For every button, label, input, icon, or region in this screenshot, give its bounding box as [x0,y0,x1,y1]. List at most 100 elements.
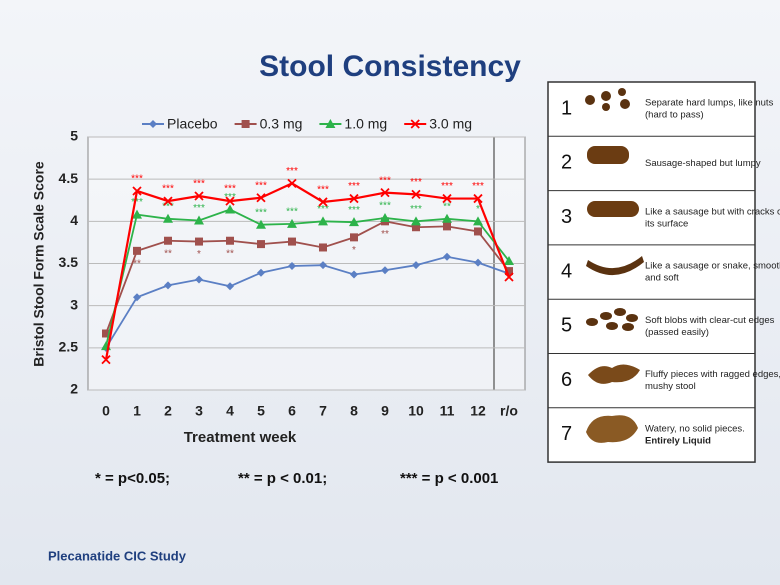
marker [349,193,359,204]
slide-title: Stool Consistency [259,50,521,83]
scale-description: Like a sausage or snake, smooth [645,261,780,272]
series-line [105,220,510,334]
marker [164,281,172,290]
scale-number: 1 [561,97,572,119]
scale-description: its surface [645,218,688,229]
legend-label: 1.0 mg [344,116,387,132]
significance-label: ** [133,258,141,269]
footnote: *** = p < 0.001 [400,470,498,487]
marker [132,209,142,219]
significance-label: *** [472,181,484,192]
y-tick-label: 4.5 [59,170,79,186]
stool-icon [585,95,595,105]
legend-label: 3.0 mg [429,116,472,132]
marker [194,215,204,225]
y-tick-label: 4 [70,212,78,228]
significance-label: * [476,204,480,215]
marker [132,186,142,196]
scale-number: 5 [561,315,572,337]
significance-label: *** [286,207,298,218]
marker [133,293,141,302]
marker [287,218,297,228]
marker [443,222,451,231]
significance-label: *** [348,205,360,216]
x-tick-label: 0 [102,403,110,419]
x-tick-label: 6 [288,403,296,419]
scale-number: 6 [561,369,572,391]
marker [163,196,173,206]
stool-icon [622,323,634,331]
footer: Plecanatide CIC Study [48,548,187,563]
marker [474,258,482,267]
significance-label: ** [443,201,451,212]
scale-description: Like a sausage but with cracks on [645,206,780,217]
significance-label: *** [410,204,422,215]
stool-icon [587,201,639,217]
significance-label: *** [131,174,143,185]
x-tick-label: 3 [195,403,203,419]
marker [241,120,250,128]
scale-description: Entirely Liquid [645,435,711,446]
significance-label: *** [379,201,391,212]
marker [381,266,389,275]
marker [163,213,173,223]
significance-label: *** [317,185,329,196]
scale-description: and soft [645,273,679,284]
marker [149,120,157,128]
stool-icon [626,314,638,322]
significance-label: *** [255,207,267,218]
marker [288,262,296,271]
significance-label: ** [226,248,234,259]
significance-label: *** [441,181,453,192]
marker [504,255,514,265]
marker [505,267,513,276]
marker [318,197,328,207]
scale-number: 2 [561,152,572,174]
stool-icon [588,364,640,384]
marker [412,261,420,270]
y-tick-label: 3.5 [59,254,79,270]
significance-label: *** [410,177,422,188]
significance-label: *** [255,180,267,191]
marker [442,213,452,223]
scale-description: Separate hard lumps, like nuts [645,98,774,109]
x-tick-label: 1 [133,403,141,419]
marker [102,329,110,338]
marker [319,243,327,252]
stool-icon [601,91,611,101]
marker [411,189,421,199]
x-tick-label: 5 [257,403,265,419]
x-tick-label: 2 [164,403,172,419]
marker [350,270,358,279]
scale-description: Soft blobs with clear-cut edges [645,315,775,326]
significance-label: *** [193,203,205,214]
series-line [105,255,510,349]
significance-label: *** [348,181,360,192]
marker [504,272,514,282]
significance-label: *** [162,184,174,195]
significance-label: *** [224,184,236,195]
stool-icon [586,318,598,326]
marker [133,246,141,255]
y-tick-label: 3 [70,296,78,312]
marker [410,119,420,129]
marker [443,252,451,261]
marker [257,268,265,277]
series-line [105,208,510,347]
stool-icon [606,322,618,330]
significance-label: *** [193,179,205,190]
scale-description: Sausage-shaped but lumpy [645,158,761,169]
marker [225,204,235,214]
footnote: * = p<0.05; [95,470,170,487]
x-tick-label: 12 [470,403,486,419]
x-tick-label: 11 [440,403,455,419]
series-line [104,182,511,360]
marker [256,219,266,229]
stool-icon [614,308,626,316]
marker [256,193,266,203]
marker [195,237,203,246]
y-tick-label: 2.5 [59,339,79,355]
scale-number: 4 [561,260,572,282]
